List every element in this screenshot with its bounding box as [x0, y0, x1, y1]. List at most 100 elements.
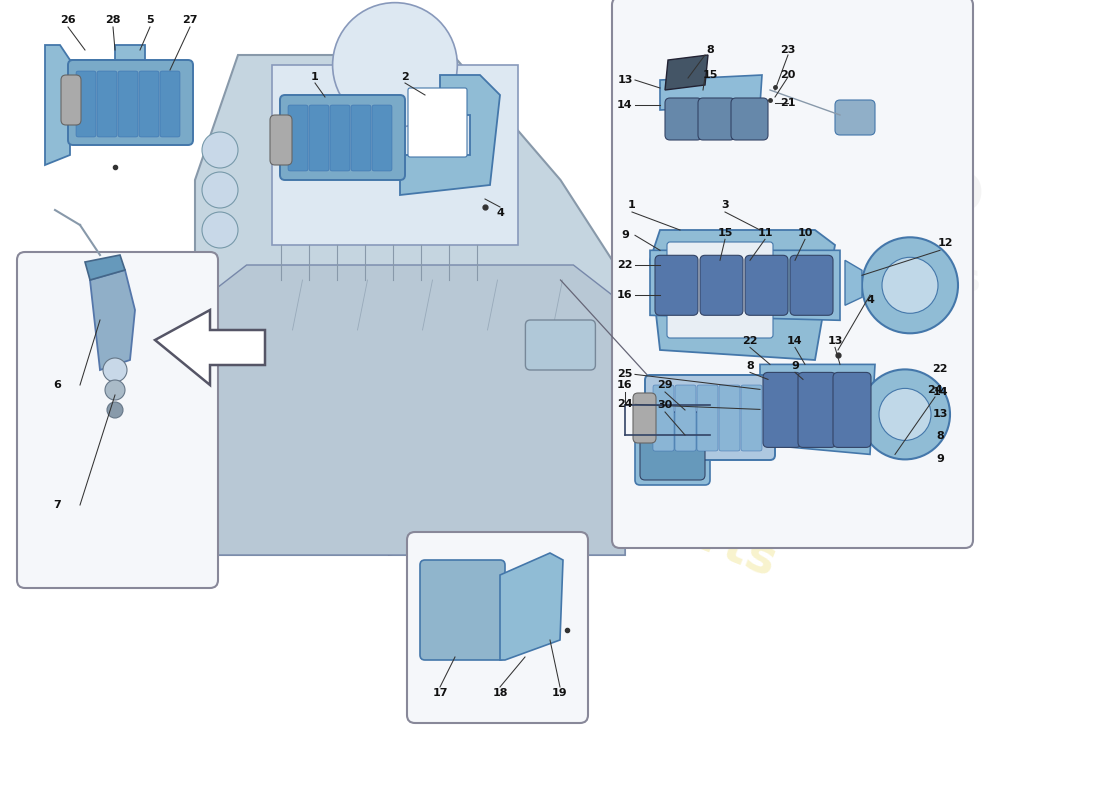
- Text: a passion for parts: a passion for parts: [273, 342, 783, 586]
- Text: 25: 25: [617, 370, 632, 379]
- Circle shape: [103, 358, 127, 382]
- FancyBboxPatch shape: [139, 71, 159, 137]
- FancyBboxPatch shape: [97, 71, 117, 137]
- Polygon shape: [660, 75, 762, 110]
- FancyBboxPatch shape: [653, 385, 674, 451]
- Text: 26: 26: [60, 15, 76, 25]
- FancyBboxPatch shape: [420, 560, 505, 660]
- FancyBboxPatch shape: [632, 393, 656, 443]
- FancyBboxPatch shape: [667, 242, 773, 338]
- FancyBboxPatch shape: [76, 71, 96, 137]
- Polygon shape: [90, 270, 135, 370]
- Text: 9: 9: [791, 362, 799, 371]
- FancyBboxPatch shape: [309, 105, 329, 171]
- Text: 8: 8: [746, 362, 754, 371]
- Circle shape: [107, 402, 123, 418]
- Text: 3: 3: [722, 200, 729, 210]
- FancyBboxPatch shape: [645, 375, 775, 460]
- Circle shape: [104, 380, 125, 400]
- Circle shape: [882, 258, 938, 314]
- Text: 20: 20: [780, 70, 795, 80]
- FancyBboxPatch shape: [790, 255, 833, 315]
- Text: 1: 1: [628, 200, 636, 210]
- Polygon shape: [85, 255, 125, 280]
- Text: 29: 29: [657, 380, 673, 390]
- Circle shape: [202, 212, 238, 248]
- FancyBboxPatch shape: [280, 95, 405, 180]
- Circle shape: [332, 2, 458, 127]
- Text: 1235: 1235: [886, 338, 962, 366]
- FancyBboxPatch shape: [408, 88, 468, 157]
- FancyBboxPatch shape: [351, 105, 371, 171]
- Text: 30: 30: [658, 400, 672, 410]
- FancyBboxPatch shape: [835, 100, 874, 135]
- FancyBboxPatch shape: [719, 385, 740, 451]
- Text: 15: 15: [717, 228, 733, 238]
- Text: 22: 22: [617, 260, 632, 270]
- FancyBboxPatch shape: [330, 105, 350, 171]
- FancyBboxPatch shape: [741, 385, 762, 451]
- FancyBboxPatch shape: [526, 320, 595, 370]
- FancyBboxPatch shape: [118, 71, 138, 137]
- FancyBboxPatch shape: [654, 255, 698, 315]
- Text: 27: 27: [183, 15, 198, 25]
- Text: 14: 14: [788, 336, 803, 346]
- Text: 16: 16: [617, 380, 632, 390]
- Text: 9: 9: [621, 230, 629, 240]
- Text: 8: 8: [936, 431, 944, 442]
- Text: Ferrari: Ferrari: [378, 142, 399, 147]
- Polygon shape: [650, 230, 835, 360]
- Text: 1: 1: [311, 72, 319, 82]
- Polygon shape: [195, 55, 625, 555]
- FancyBboxPatch shape: [798, 372, 836, 447]
- FancyBboxPatch shape: [60, 75, 81, 125]
- Text: 8: 8: [706, 45, 714, 55]
- FancyBboxPatch shape: [635, 405, 710, 485]
- Text: 16: 16: [617, 290, 632, 300]
- Polygon shape: [195, 265, 625, 555]
- FancyBboxPatch shape: [640, 412, 705, 480]
- FancyBboxPatch shape: [700, 255, 743, 315]
- FancyBboxPatch shape: [763, 372, 801, 447]
- FancyBboxPatch shape: [270, 115, 292, 165]
- Polygon shape: [273, 65, 517, 245]
- Text: 13: 13: [933, 410, 948, 419]
- Text: 28: 28: [106, 15, 121, 25]
- Text: elo: elo: [862, 158, 986, 226]
- FancyBboxPatch shape: [288, 105, 308, 171]
- FancyBboxPatch shape: [372, 105, 392, 171]
- Text: 7: 7: [53, 500, 60, 510]
- FancyBboxPatch shape: [666, 98, 702, 140]
- Polygon shape: [45, 45, 145, 165]
- FancyBboxPatch shape: [16, 252, 218, 588]
- Text: 17: 17: [432, 688, 448, 698]
- FancyBboxPatch shape: [833, 372, 871, 447]
- FancyBboxPatch shape: [697, 385, 718, 451]
- Text: 5: 5: [146, 15, 154, 25]
- Text: 9: 9: [936, 454, 944, 464]
- Text: 11: 11: [757, 228, 772, 238]
- Circle shape: [202, 132, 238, 168]
- Text: 15: 15: [702, 70, 717, 80]
- Polygon shape: [400, 75, 500, 195]
- Text: parts: parts: [867, 261, 981, 299]
- Polygon shape: [666, 55, 708, 90]
- FancyBboxPatch shape: [732, 98, 768, 140]
- Polygon shape: [760, 365, 874, 454]
- Text: 13: 13: [617, 75, 632, 85]
- Text: 13: 13: [827, 336, 843, 346]
- Circle shape: [879, 388, 931, 440]
- Polygon shape: [650, 250, 840, 320]
- Text: 14: 14: [617, 100, 632, 110]
- Text: 22: 22: [933, 364, 948, 374]
- Text: 2: 2: [402, 72, 409, 82]
- Circle shape: [202, 172, 238, 208]
- Text: 14: 14: [932, 387, 948, 398]
- FancyBboxPatch shape: [698, 98, 735, 140]
- Text: 4: 4: [866, 295, 873, 305]
- Text: 10: 10: [798, 228, 813, 238]
- Text: 22: 22: [742, 336, 758, 346]
- Text: 21: 21: [780, 98, 795, 108]
- Circle shape: [862, 238, 958, 334]
- Circle shape: [860, 370, 950, 459]
